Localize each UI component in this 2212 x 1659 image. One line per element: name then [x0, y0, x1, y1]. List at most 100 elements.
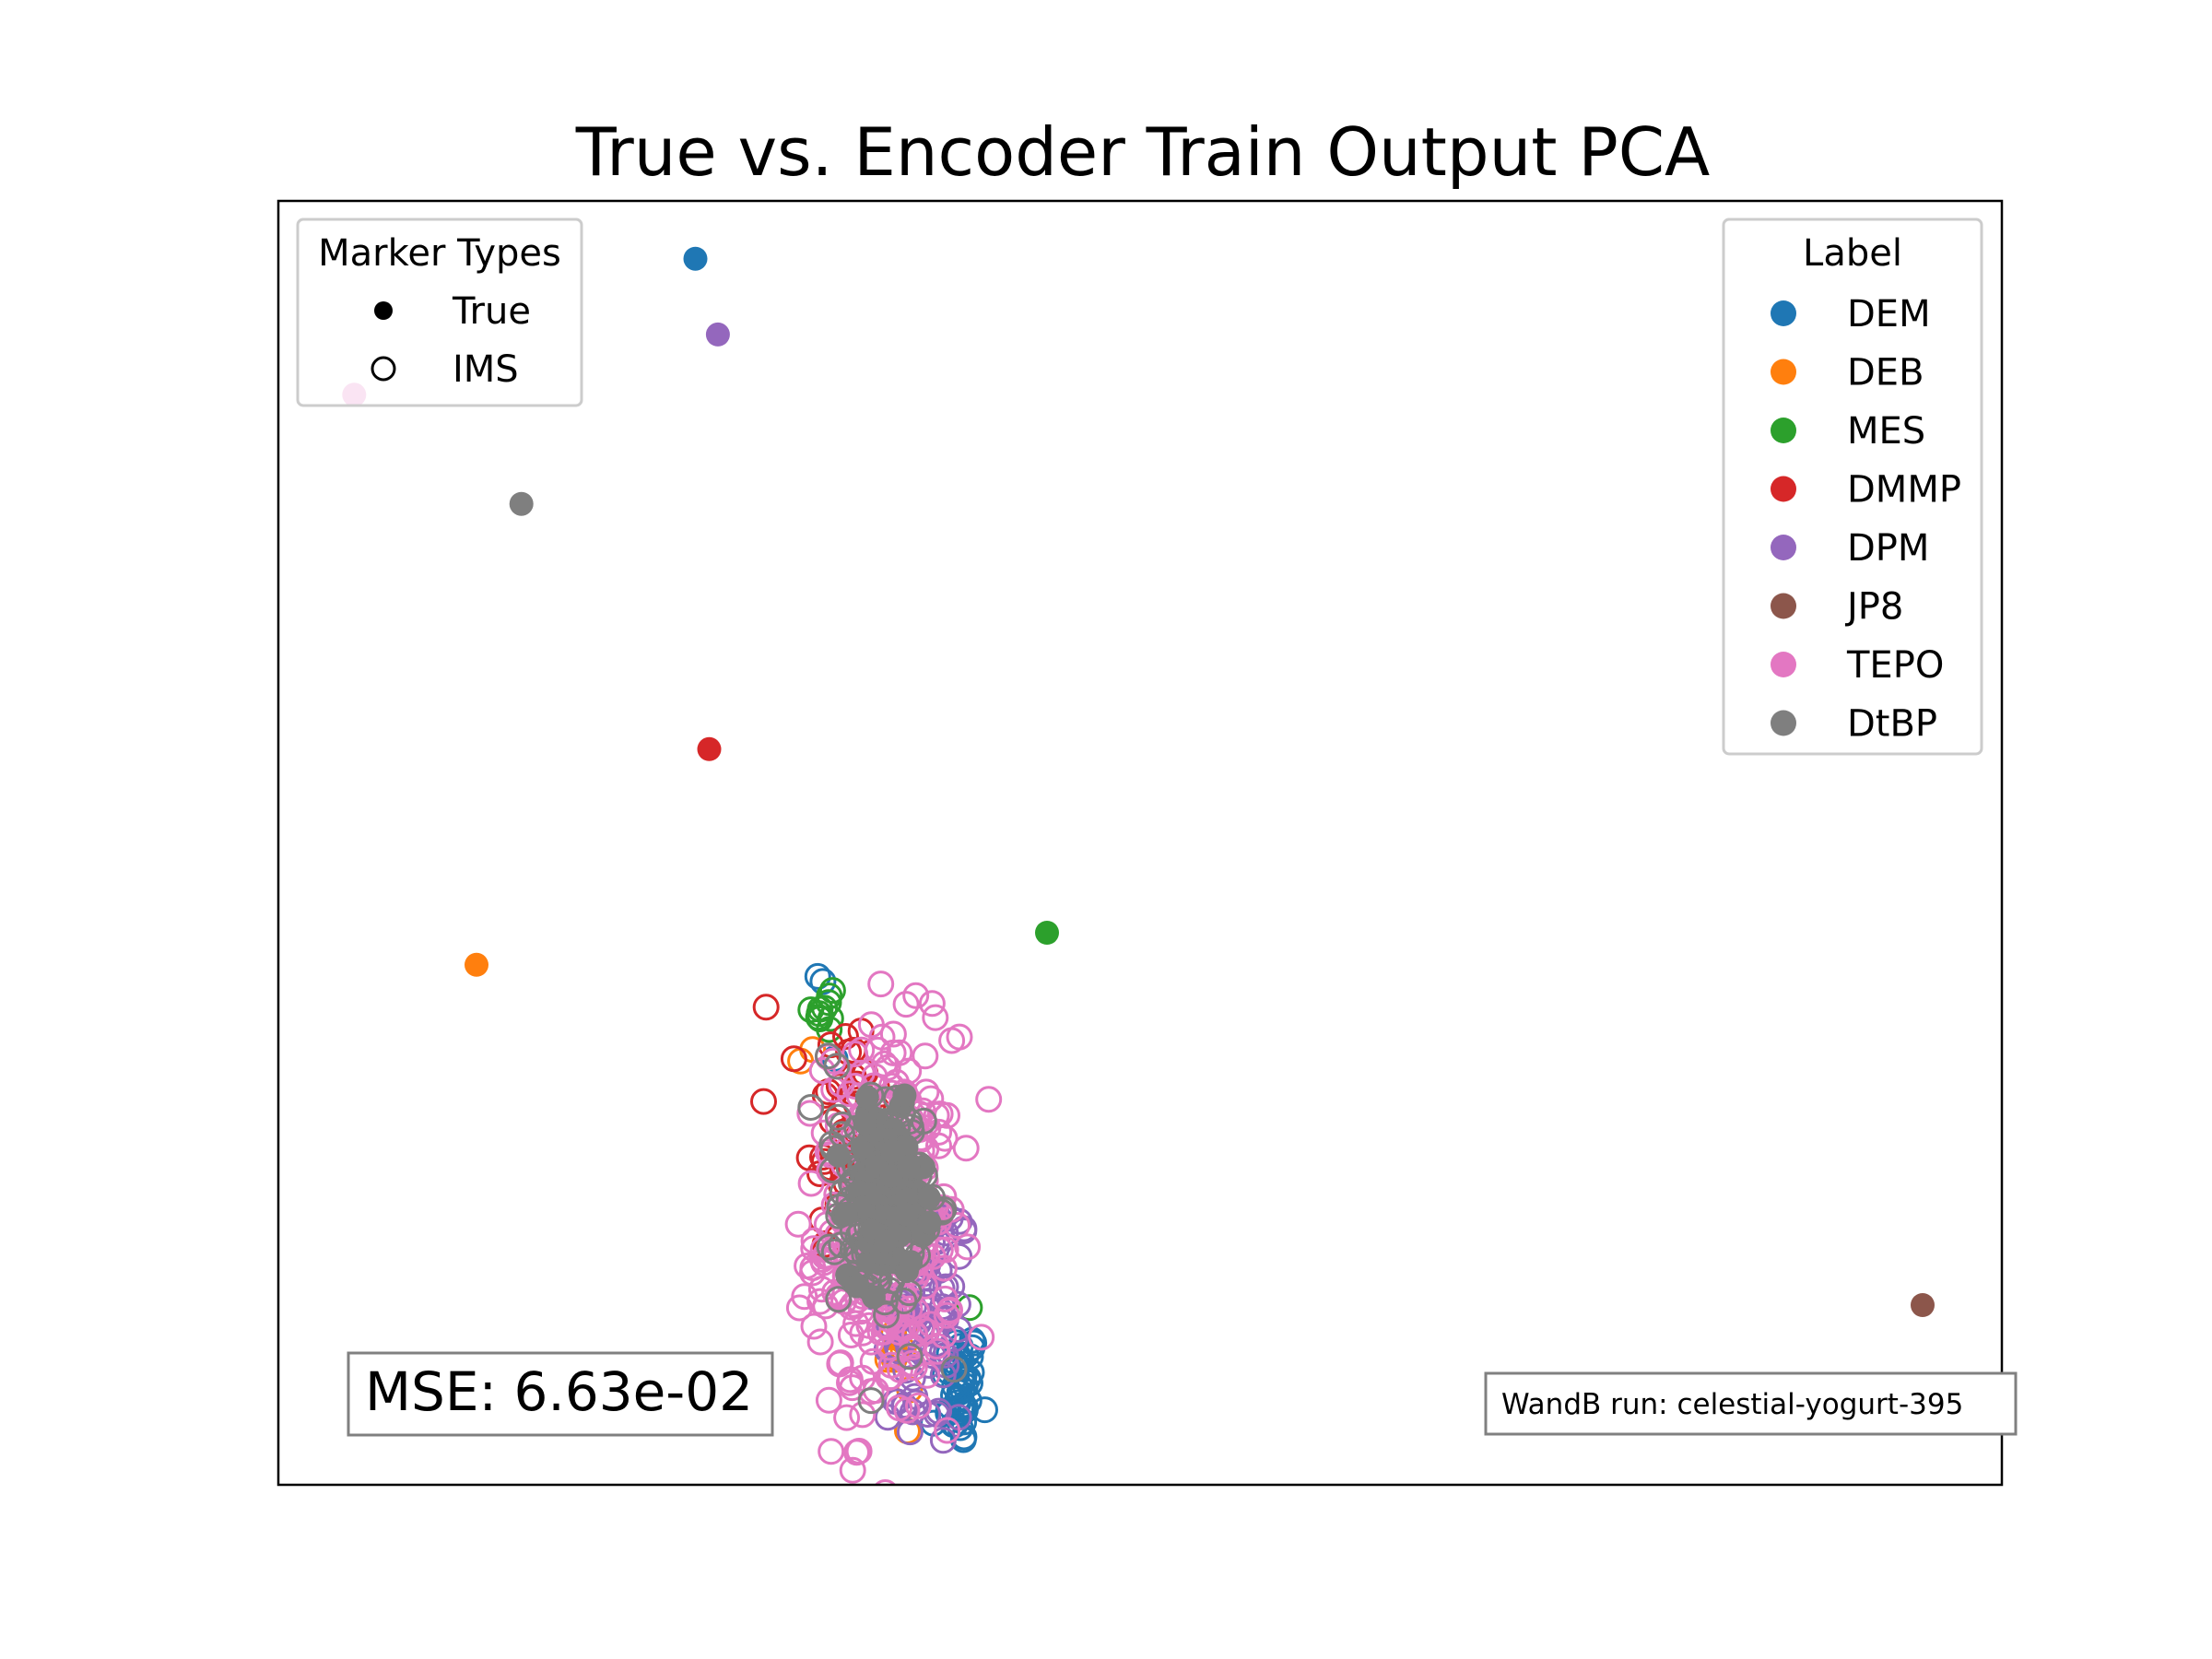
ims-point-tepo: [954, 1233, 982, 1261]
mse-text: MSE: 6.63e-02: [365, 1360, 753, 1423]
label-legend: Label DEM DEB MES DMMP DPM JP8 TEPO DtBP: [1722, 218, 1983, 756]
ims-point-tepo: [833, 1404, 861, 1431]
legend-label-dpm: DPM: [1847, 527, 1929, 570]
true-point-dpm: [705, 322, 730, 347]
ims-point-dtbp: [899, 1250, 924, 1275]
legend-label-mes: MES: [1847, 410, 1925, 453]
legend-label-dmmp: DMMP: [1847, 469, 1961, 512]
true-point-mes: [1035, 921, 1059, 945]
ims-point-tepo: [866, 1319, 894, 1347]
ims-point-tepo: [930, 1322, 958, 1349]
ims-point-tepo: [839, 1456, 866, 1484]
ims-point-tepo: [857, 1328, 885, 1356]
plot-frame: [276, 199, 2004, 1487]
ims-point-tepo: [849, 1319, 877, 1347]
legend-marker-dem: [1771, 300, 1796, 326]
ims-point-tepo: [968, 1324, 995, 1351]
legend-marker-tepo: [1771, 652, 1796, 677]
ims-point-tepo: [952, 1135, 980, 1162]
ims-point-tepo: [843, 1439, 870, 1466]
marker-legend-title: Marker Types: [318, 232, 561, 275]
true-marker-icon: [374, 301, 393, 320]
marker-legend: Marker Types True IMS: [296, 218, 583, 407]
ims-point-dmmp: [780, 1045, 807, 1073]
legend-marker-mes: [1771, 418, 1796, 443]
ims-point-tepo: [912, 1042, 939, 1070]
scatter-points: [342, 246, 1935, 1517]
ims-point-dtbp: [857, 1387, 885, 1415]
mse-box: [347, 1351, 774, 1437]
ims-point-dem: [957, 1370, 983, 1397]
ims-point-tepo: [815, 1386, 842, 1414]
mse-annotation: MSE: 6.63e-02: [347, 1351, 774, 1437]
legend-label-deb: DEB: [1847, 352, 1924, 394]
true-point-dtbp: [509, 491, 534, 516]
label-legend-title: Label: [1803, 232, 1902, 275]
ims-point-tepo: [933, 1301, 960, 1329]
legend-marker-jp8: [1771, 593, 1796, 619]
ims-point-dtbp: [823, 1053, 851, 1080]
ims-point-tepo: [848, 1036, 876, 1064]
ims-point-tepo: [905, 1493, 929, 1517]
ims-point-dtbp: [828, 1231, 855, 1259]
ims-point-dpm: [950, 1218, 978, 1244]
chart-title: True vs. Encoder Train Output PCA: [575, 113, 1711, 191]
ims-point-tepo: [839, 1374, 866, 1402]
wandb-box: [1484, 1371, 2018, 1436]
ims-point-tepo: [828, 1071, 855, 1099]
ims-marker-icon: [371, 356, 396, 382]
ims-point-dtbp: [896, 1154, 921, 1179]
legend-marker-dtbp: [1771, 710, 1796, 736]
ims-point-dpm: [914, 1401, 942, 1428]
ims-point-dem: [960, 1329, 988, 1357]
legend-label-jp8: JP8: [1844, 586, 1903, 629]
label-legend-box: [1722, 218, 1983, 756]
ims-point-dmmp: [795, 1144, 823, 1171]
ims-point-dtbp: [825, 1286, 853, 1313]
ims-point-dtbp: [844, 1274, 869, 1299]
wandb-text: WandB run: celestial-yogurt-395: [1501, 1388, 1963, 1421]
legend-marker-dmmp: [1771, 476, 1796, 502]
ims-point-dem: [804, 962, 831, 990]
legend-label-tepo: TEPO: [1846, 644, 1944, 687]
ims-point-dtbp: [797, 1094, 825, 1121]
ims-point-dtbp: [873, 1301, 900, 1329]
marker-legend-box: [296, 218, 583, 407]
ims-point-dtbp: [854, 1085, 879, 1110]
true-point-dem: [683, 246, 708, 271]
ims-point-tepo: [892, 991, 920, 1018]
ims-point-tepo: [905, 1392, 932, 1419]
ims-point-dpm: [896, 1418, 924, 1446]
ims-point-tepo: [849, 1401, 877, 1429]
ims-point-dtbp: [916, 1185, 941, 1210]
ims-point-dtbp: [853, 1111, 877, 1135]
ims-point-tepo: [932, 1236, 959, 1264]
ims-point-dtbp: [892, 1083, 917, 1108]
ims-point-dtbp: [879, 1139, 904, 1163]
ims-point-tepo: [975, 1086, 1003, 1113]
ims-point-tepo: [936, 1296, 963, 1324]
ims-point-tepo: [879, 1020, 907, 1048]
true-point-dmmp: [697, 736, 722, 761]
ims-point-dtbp: [894, 1202, 919, 1227]
ims-point-dtbp: [826, 1143, 851, 1168]
ims-point-mes: [797, 996, 825, 1024]
ims-point-tepo: [912, 1272, 938, 1300]
ims-point-dtbp: [834, 1201, 858, 1226]
ims-point-tepo: [818, 1438, 845, 1465]
ims-point-dmmp: [752, 994, 780, 1021]
ims-point-tepo: [867, 971, 895, 998]
ims-point-tepo: [922, 1004, 949, 1031]
ims-point-tepo: [808, 1057, 836, 1084]
ims-point-tepo: [886, 1318, 913, 1346]
ims-point-tepo: [931, 1124, 959, 1152]
ims-point-tepo: [794, 1253, 821, 1279]
ims-point-tepo: [944, 1212, 971, 1239]
legend-marker-dpm: [1771, 535, 1796, 560]
ims-point-dtbp: [910, 1107, 937, 1135]
ims-point-tepo: [836, 1369, 863, 1396]
ims-point-tepo: [806, 1288, 834, 1315]
marker-legend-label-true: True: [452, 290, 531, 333]
ims-point-mes: [805, 1004, 832, 1031]
ims-point-dtbp: [874, 1229, 899, 1253]
